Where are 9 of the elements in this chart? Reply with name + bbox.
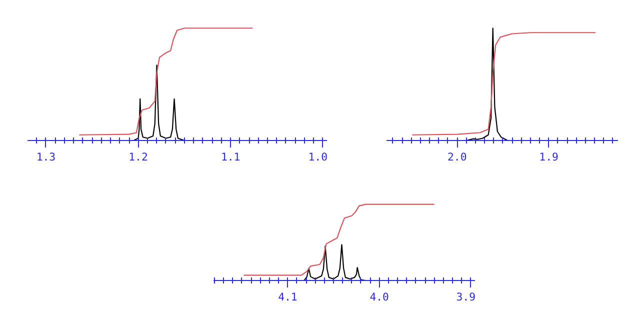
x-tick-label: 1.0 xyxy=(308,150,328,164)
x-tick-label: 1.9 xyxy=(539,150,558,164)
x-tick-label: 4.1 xyxy=(278,290,298,304)
x-tick-label: 1.2 xyxy=(128,150,148,164)
x-tick-label: 1.1 xyxy=(220,150,240,164)
x-tick-label: 4.0 xyxy=(370,290,389,304)
x-tick-label: 2.0 xyxy=(447,150,467,164)
x-tick-label: 1.3 xyxy=(36,150,56,164)
x-tick-label: 3.9 xyxy=(456,290,476,304)
